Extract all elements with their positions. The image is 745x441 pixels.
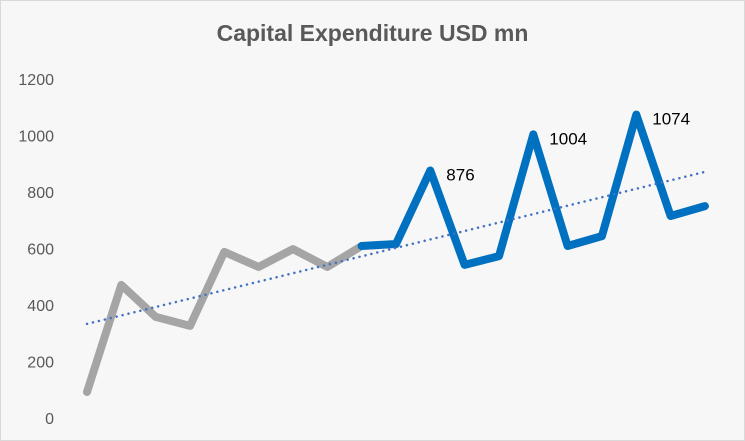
data-label: 876	[446, 166, 474, 185]
historical-line	[83, 242, 366, 396]
y-tick-label: 200	[27, 355, 54, 372]
linear-trend-line	[85, 170, 707, 326]
y-tick-label: 400	[27, 298, 54, 315]
data-label: 1074	[652, 110, 690, 129]
forecast-line	[357, 110, 709, 269]
data-label: 1004	[549, 129, 587, 148]
y-tick-label: 600	[27, 242, 54, 259]
y-tick-label: 0	[45, 411, 54, 428]
y-tick-label: 1000	[18, 129, 54, 146]
chart-title: Capital Expenditure USD mn	[216, 20, 529, 46]
y-tick-label: 1200	[18, 72, 54, 89]
y-tick-label: 800	[27, 185, 54, 202]
